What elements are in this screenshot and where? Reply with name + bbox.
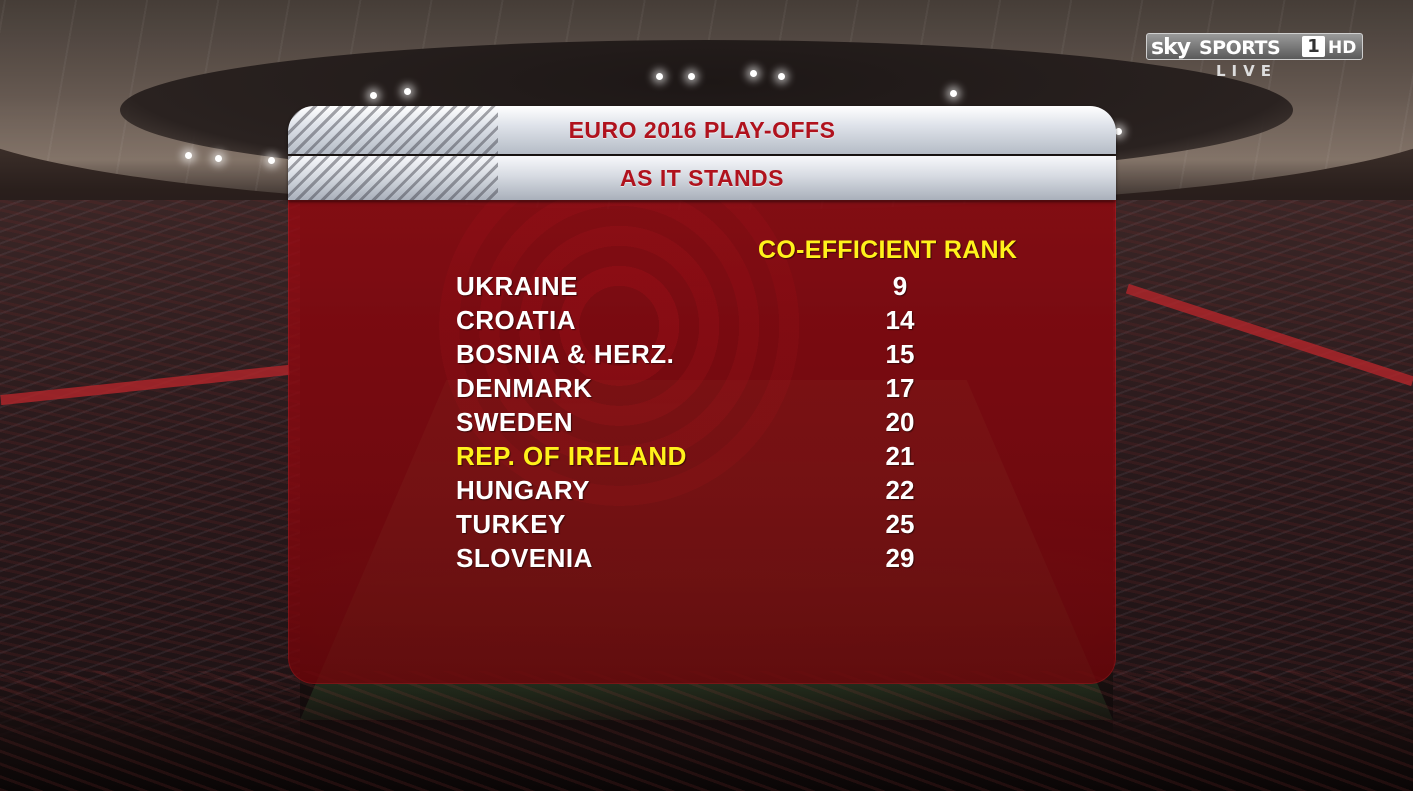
logo-hd: HD [1328, 38, 1357, 58]
table-row: CROATIA 14 [288, 303, 1116, 337]
floodlight [404, 88, 411, 95]
floodlight [215, 155, 222, 162]
team-name: DENMARK [456, 373, 593, 403]
coefficient-rank: 29 [885, 543, 915, 573]
floodlight [185, 152, 192, 159]
team-name: SLOVENIA [456, 543, 593, 573]
coefficient-rank: 15 [885, 339, 915, 369]
table-row: UKRAINE 9 [288, 269, 1116, 303]
table-row: SLOVENIA 29 [288, 541, 1116, 575]
floodlight [1115, 128, 1122, 135]
crowd-foreground [0, 671, 1413, 791]
team-name: BOSNIA & HERZ. [456, 339, 675, 369]
logo-sports: SPORTS [1199, 37, 1281, 59]
table-row-highlighted: REP. OF IRELAND 21 [288, 439, 1116, 473]
team-name: UKRAINE [456, 271, 578, 301]
logo-sky: sky [1151, 35, 1191, 60]
standings-table: UKRAINE 9 CROATIA 14 BOSNIA & HERZ. 15 D… [288, 269, 1116, 575]
table-row: BOSNIA & HERZ. 15 [288, 337, 1116, 371]
table-row: SWEDEN 20 [288, 405, 1116, 439]
broadcaster-logo: sky SPORTS 1 HD LIVE [1146, 33, 1363, 81]
logo-plate: sky SPORTS 1 HD [1146, 33, 1363, 60]
graphic-subtitle: AS IT STANDS [619, 165, 785, 191]
floodlight [750, 70, 757, 77]
column-header-coefficient-rank: CO-EFFICIENT RANK [758, 236, 1018, 264]
floodlight [656, 73, 663, 80]
coefficient-rank: 17 [885, 373, 915, 403]
floodlight [268, 157, 275, 164]
table-row: HUNGARY 22 [288, 473, 1116, 507]
coefficient-rank: 20 [885, 407, 915, 437]
table-row: DENMARK 17 [288, 371, 1116, 405]
table-row: TURKEY 25 [288, 507, 1116, 541]
logo-channel-number: 1 [1302, 36, 1325, 57]
coefficient-rank: 9 [892, 271, 908, 301]
team-name: CROATIA [456, 305, 577, 335]
graphic-body [288, 200, 1116, 684]
coefficient-rank: 25 [885, 509, 915, 539]
title-bar: EURO 2016 PLAY-OFFS [288, 106, 1116, 154]
graphic-title: EURO 2016 PLAY-OFFS [568, 117, 836, 143]
coefficient-rank: 22 [885, 475, 915, 505]
floodlight [688, 73, 695, 80]
floodlight [778, 73, 785, 80]
team-name: REP. OF IRELAND [456, 441, 687, 471]
coefficient-rank: 21 [885, 441, 915, 471]
coefficient-rank: 14 [885, 305, 915, 335]
subtitle-bar: AS IT STANDS [288, 156, 1116, 200]
floodlight [370, 92, 377, 99]
floodlight [950, 90, 957, 97]
team-name: HUNGARY [456, 475, 590, 505]
standings-graphic: EURO 2016 PLAY-OFFS AS IT STANDS CO-EFFI… [288, 106, 1116, 684]
team-name: SWEDEN [456, 407, 574, 437]
live-indicator: LIVE [1216, 62, 1277, 80]
team-name: TURKEY [456, 509, 566, 539]
